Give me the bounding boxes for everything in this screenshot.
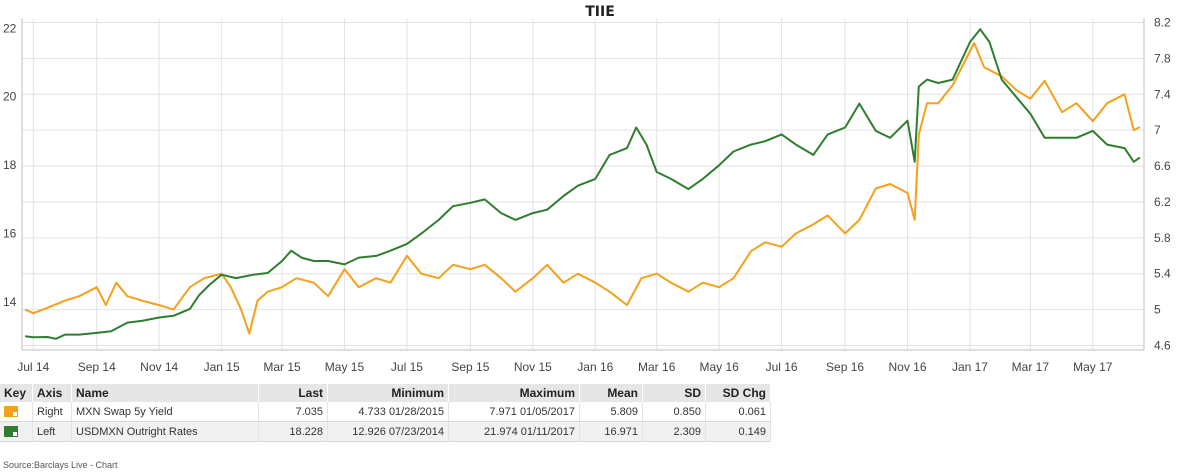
cell-sd-chg: 0.061: [705, 402, 771, 422]
x-tick-label: Jan 16: [577, 360, 613, 374]
orange-swatch-icon: [4, 406, 18, 418]
left-tick-label: 14: [3, 295, 17, 309]
x-tick-label: Mar 17: [1012, 360, 1050, 374]
left-tick-label: 20: [3, 90, 17, 104]
header-key: Key: [0, 384, 33, 402]
header-maximum: Maximum: [448, 384, 580, 402]
x-tick-label: Nov 16: [889, 360, 927, 374]
header-last: Last: [258, 384, 328, 402]
cell-axis: Right: [32, 402, 72, 422]
chart-title: TIIE: [585, 4, 615, 20]
x-tick-label: Nov 15: [514, 360, 552, 374]
x-tick-label: Mar 15: [263, 360, 301, 374]
cell-axis: Left: [32, 421, 72, 442]
right-tick-label: 6.6: [1154, 159, 1171, 173]
cell-name: MXN Swap 5y Yield: [71, 402, 259, 422]
cell-last: 7.035: [258, 402, 328, 422]
header-mean: Mean: [579, 384, 643, 402]
x-tick-label: Sep 16: [826, 360, 864, 374]
x-tick-label: Sep 15: [451, 360, 489, 374]
right-tick-label: 5: [1154, 303, 1161, 317]
x-tick-label: Mar 16: [638, 360, 676, 374]
left-tick-label: 16: [3, 227, 17, 241]
header-sd: SD: [642, 384, 706, 402]
series-line-mxn-swap: [24, 42, 1141, 335]
cell-sd-chg: 0.149: [705, 421, 771, 442]
x-tick-label: Jan 15: [204, 360, 240, 374]
right-tick-label: 7.8: [1154, 51, 1171, 65]
cell-maximum: 7.971 01/05/2017: [448, 402, 580, 422]
table-row: Right MXN Swap 5y Yield 7.035 4.733 01/2…: [0, 402, 771, 422]
right-tick-label: 7: [1154, 123, 1161, 137]
right-tick-label: 6.2: [1154, 195, 1171, 209]
statistics-table: Key Axis Name Last Minimum Maximum Mean …: [0, 384, 771, 442]
x-tick-label: Jul 16: [766, 360, 798, 374]
x-tick-label: Sep 14: [78, 360, 116, 374]
x-tick-label: Nov 14: [140, 360, 178, 374]
header-axis: Axis: [32, 384, 72, 402]
right-tick-label: 7.4: [1154, 87, 1171, 101]
x-tick-label: Jul 15: [391, 360, 423, 374]
x-tick-label: May 16: [699, 360, 739, 374]
source-note: Source:Barclays Live - Chart: [3, 460, 118, 470]
right-tick-label: 5.8: [1154, 231, 1171, 245]
left-tick-label: 18: [3, 158, 17, 172]
cell-sd: 0.850: [642, 402, 706, 422]
left-tick-label: 22: [3, 21, 17, 35]
series-key-swatch: [0, 402, 33, 422]
cell-name: USDMXN Outright Rates: [71, 421, 259, 442]
cell-last: 18.228: [258, 421, 328, 442]
chart-plot: Jul 14 Sep 14 Nov 14 Jan 15 Mar 15 May 15 Jul …: [3, 15, 1171, 374]
x-tick-label: Jan 17: [952, 360, 988, 374]
cell-sd: 2.309: [642, 421, 706, 442]
x-tick-label: Jul 14: [17, 360, 49, 374]
right-tick-label: 8.2: [1154, 15, 1171, 29]
right-tick-label: 4.6: [1154, 339, 1171, 353]
header-sd-chg: SD Chg: [705, 384, 771, 402]
cell-minimum: 4.733 01/28/2015: [327, 402, 449, 422]
cell-mean: 16.971: [579, 421, 643, 442]
header-name: Name: [71, 384, 259, 402]
table-header-row: Key Axis Name Last Minimum Maximum Mean …: [0, 384, 771, 402]
x-tick-label: May 15: [325, 360, 365, 374]
header-minimum: Minimum: [327, 384, 449, 402]
cell-maximum: 21.974 01/11/2017: [448, 421, 580, 442]
x-tick-label: May 17: [1073, 360, 1113, 374]
cell-mean: 5.809: [579, 402, 643, 422]
green-swatch-icon: [4, 426, 18, 438]
series-line-usdmxn: [24, 28, 1141, 340]
series-key-swatch: [0, 421, 33, 442]
table-row: Left USDMXN Outright Rates 18.228 12.926…: [0, 421, 771, 442]
cell-minimum: 12.926 07/23/2014: [327, 421, 449, 442]
right-tick-label: 5.4: [1154, 267, 1171, 281]
